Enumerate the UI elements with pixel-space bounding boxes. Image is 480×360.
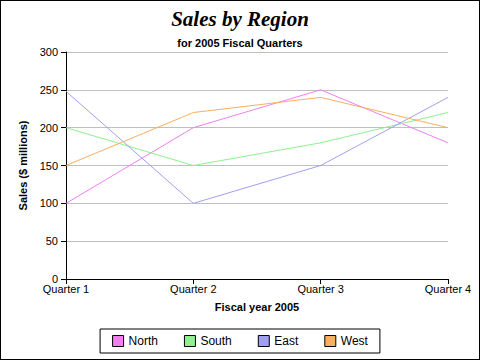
svg-text:Sales ($ millions): Sales ($ millions) xyxy=(17,120,29,210)
svg-text:West: West xyxy=(341,334,369,348)
svg-text:Quarter 1: Quarter 1 xyxy=(43,283,89,295)
svg-text:150: 150 xyxy=(40,160,58,172)
svg-text:for 2005 Fiscal Quarters: for 2005 Fiscal Quarters xyxy=(177,37,302,49)
svg-text:Quarter 2: Quarter 2 xyxy=(170,283,216,295)
svg-text:300: 300 xyxy=(40,46,58,58)
svg-text:North: North xyxy=(129,334,158,348)
svg-text:Sales by Region: Sales by Region xyxy=(171,7,309,31)
svg-text:Quarter 3: Quarter 3 xyxy=(297,283,343,295)
svg-text:50: 50 xyxy=(46,235,58,247)
svg-text:Quarter 4: Quarter 4 xyxy=(425,283,471,295)
svg-text:250: 250 xyxy=(40,84,58,96)
svg-text:South: South xyxy=(200,334,231,348)
svg-text:200: 200 xyxy=(40,122,58,134)
svg-text:0: 0 xyxy=(51,273,58,285)
svg-text:100: 100 xyxy=(40,197,58,209)
svg-text:Fiscal year 2005: Fiscal year 2005 xyxy=(215,301,299,313)
svg-text:East: East xyxy=(274,334,299,348)
